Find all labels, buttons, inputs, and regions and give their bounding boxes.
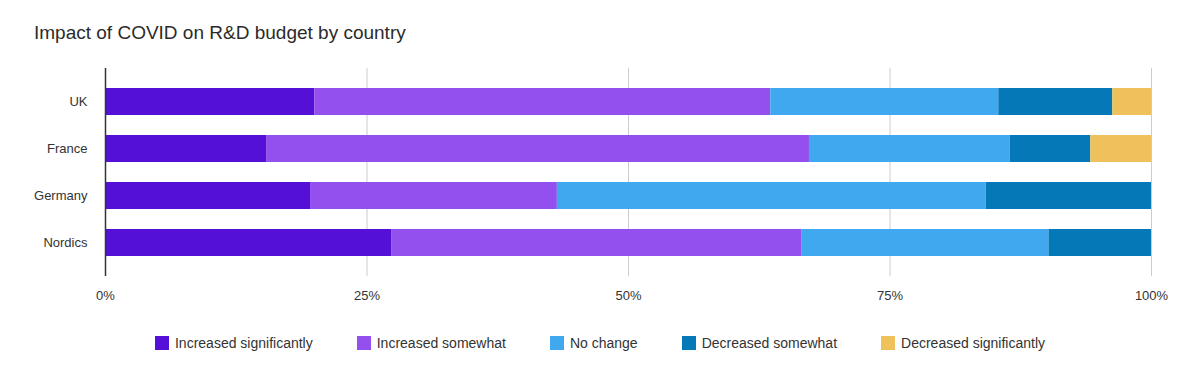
svg-text:France: France (47, 141, 87, 156)
html-text:No change: No change (569, 335, 638, 351)
html-text:Increased significantly: Increased significantly (175, 335, 313, 351)
html-text:Decreased significantly: Decreased significantly (901, 335, 1045, 351)
svg-text:UK: UK (69, 94, 87, 109)
svg-text:75%: 75% (877, 288, 903, 303)
svg-text:50%: 50% (615, 288, 641, 303)
svg-text:25%: 25% (354, 288, 380, 303)
svg-text:0%: 0% (96, 288, 115, 303)
svg-text:100%: 100% (1135, 288, 1169, 303)
svg-text:Nordics: Nordics (43, 235, 88, 250)
html-text:Increased somewhat: Increased somewhat (376, 335, 506, 351)
html-text:Decreased somewhat: Decreased somewhat (701, 335, 837, 351)
html-text:Impact of COVID on R&D budget: Impact of COVID on R&D budget by country (34, 22, 406, 43)
svg-text:Germany: Germany (34, 188, 88, 203)
